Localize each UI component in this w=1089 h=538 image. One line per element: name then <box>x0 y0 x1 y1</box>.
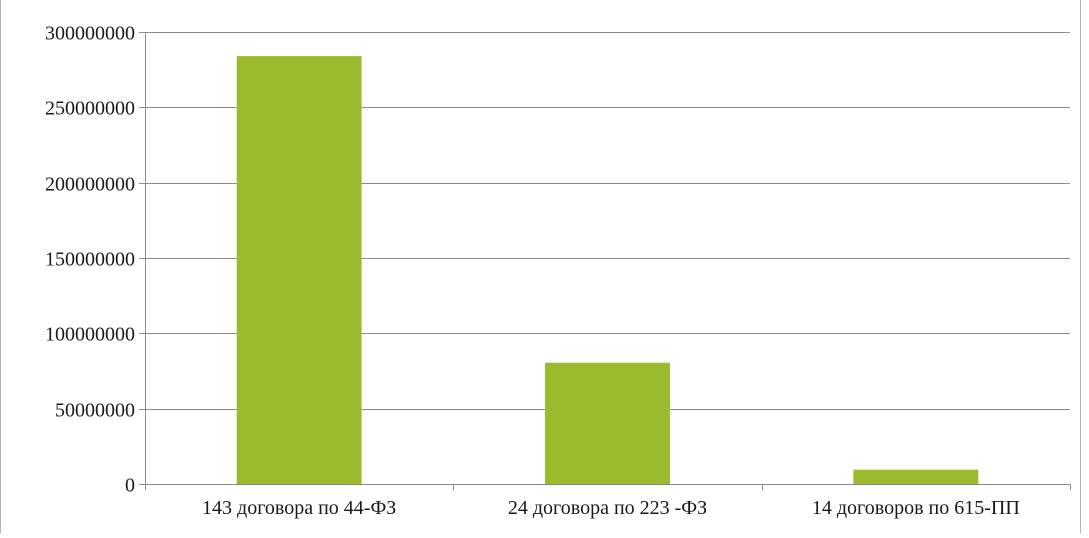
y-tick-label: 50000000 <box>55 400 135 422</box>
y-tick-labels: 0 50000000 100000000 150000000 200000000 2500… <box>45 23 135 497</box>
x-tick-labels: 143 договора по 44-ФЗ 24 договора по 223 … <box>202 497 1020 519</box>
y-tick-label: 0 <box>125 475 135 497</box>
bar <box>236 56 362 485</box>
y-tick-label: 250000000 <box>45 98 135 120</box>
bar <box>545 362 670 484</box>
y-tick-label: 200000000 <box>45 174 135 196</box>
bar <box>853 469 979 484</box>
y-tick-label: 300000000 <box>45 23 135 45</box>
x-tick-label: 24 договора по 223 -ФЗ <box>508 497 707 519</box>
bars <box>236 56 979 485</box>
y-tick-label: 150000000 <box>45 249 135 271</box>
axes <box>139 32 1071 490</box>
x-tick-label: 14 договоров по 615-ПП <box>812 497 1020 519</box>
y-tick-label: 100000000 <box>45 324 135 346</box>
x-tick-label: 143 договора по 44-ФЗ <box>202 497 396 519</box>
